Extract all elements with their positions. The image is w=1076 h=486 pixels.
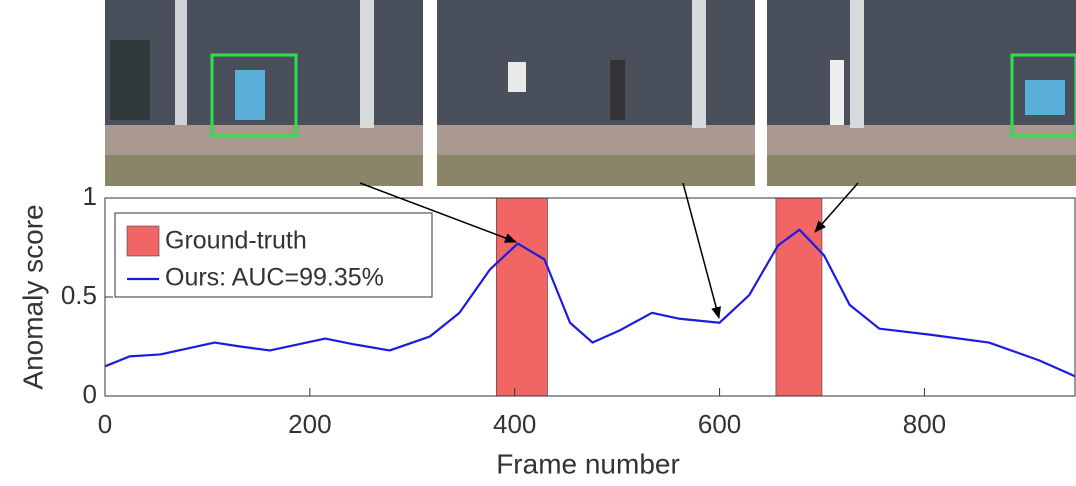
chart: 0 200 400 600 800 0 0.5 1 Ground-truth Ours: AUC=… bbox=[0, 0, 1076, 486]
legend-swatch bbox=[127, 226, 159, 256]
ground-truth-region bbox=[776, 198, 822, 396]
page: {"chart_data": {"type": "line", "x_label… bbox=[0, 0, 1076, 486]
x-tick-label: 600 bbox=[698, 409, 741, 439]
x-axis-label: Frame number bbox=[496, 448, 680, 479]
plot-area: 0 200 400 600 800 0 0.5 1 Ground-truth Ours: AUC=… bbox=[61, 181, 1075, 439]
legend: Ground-truth Ours: AUC=99.35% bbox=[115, 213, 432, 297]
legend-label: Ground-truth bbox=[165, 227, 307, 255]
y-tick-label: 0.5 bbox=[61, 280, 97, 310]
video-frame bbox=[767, 0, 1076, 186]
y-tick-label: 0 bbox=[83, 379, 97, 409]
x-tick-label: 400 bbox=[493, 409, 536, 439]
legend-label: Ours: AUC=99.35% bbox=[165, 264, 384, 292]
x-tick-label: 200 bbox=[288, 409, 331, 439]
y-axis-label: Anomaly score bbox=[17, 204, 48, 389]
video-frame bbox=[437, 0, 755, 186]
x-tick-label: 0 bbox=[98, 409, 112, 439]
y-tick-label: 1 bbox=[83, 181, 97, 211]
ground-truth-region bbox=[496, 198, 547, 396]
x-tick-label: 800 bbox=[903, 409, 946, 439]
video-frame bbox=[105, 0, 423, 186]
